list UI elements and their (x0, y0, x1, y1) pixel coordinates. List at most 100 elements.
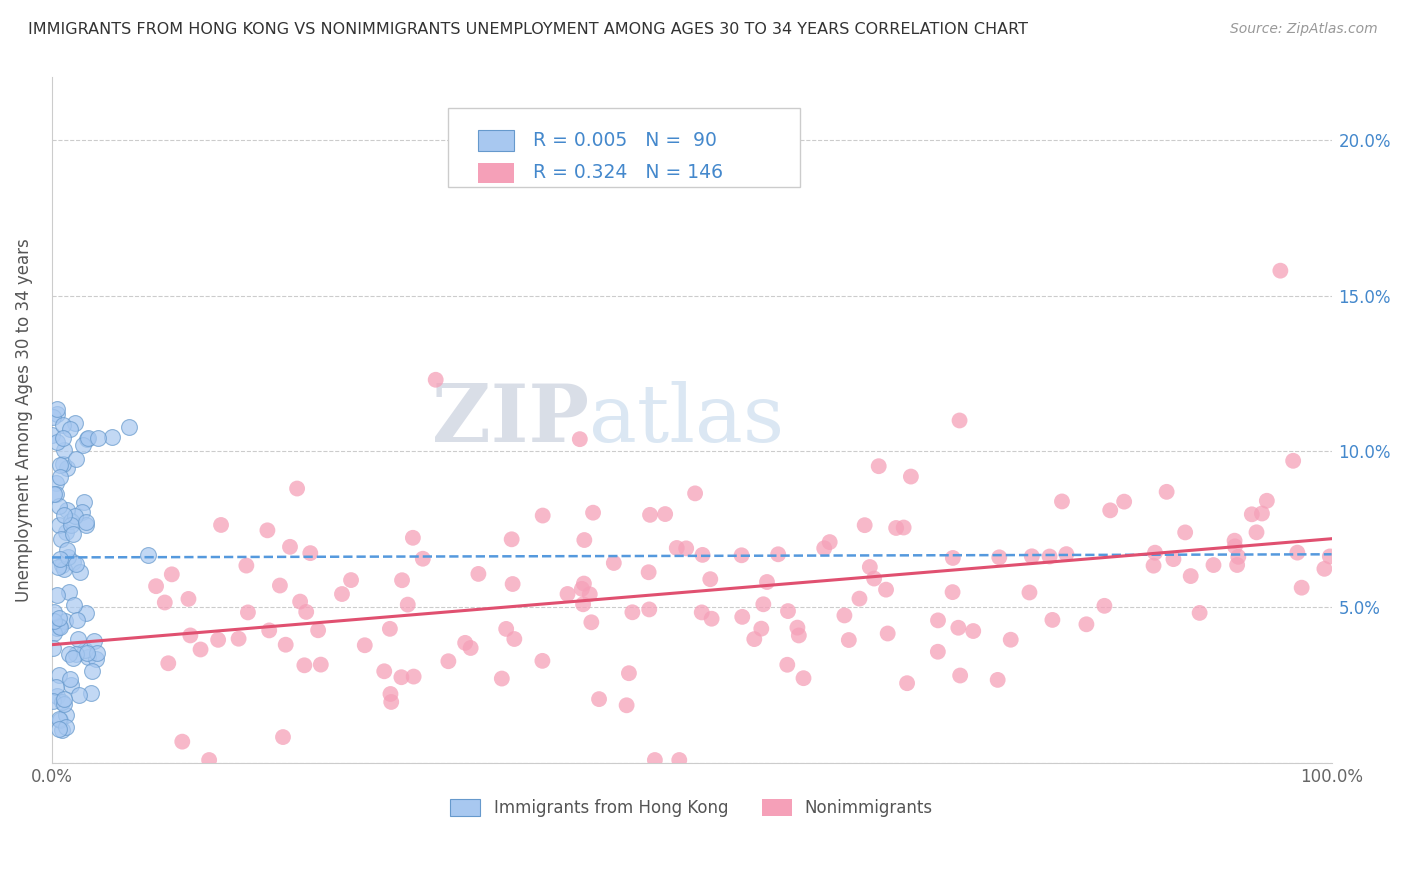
Point (66, 613, 89, 627)
Point (179, 628, 201, 642)
Point (884, 521, 907, 535)
Point (51, 558, 73, 572)
Point (52, 691, 75, 706)
Point (207, 632, 229, 647)
Point (77, 650, 100, 665)
Point (82, 664, 104, 678)
Point (603, 556, 626, 570)
Point (145, 579, 167, 593)
Point (776, 657, 799, 672)
Point (42, 487, 65, 501)
Point (44, 626, 66, 640)
Point (792, 671, 814, 685)
Point (45, 402, 67, 417)
Text: atlas: atlas (589, 381, 785, 459)
Point (160, 567, 183, 582)
Text: R = 0.005   N =  90: R = 0.005 N = 90 (533, 131, 717, 150)
Point (55, 708, 77, 723)
Y-axis label: Unemployment Among Ages 30 to 34 years: Unemployment Among Ages 30 to 34 years (15, 238, 32, 602)
Point (1282, 454, 1305, 468)
Point (987, 673, 1010, 687)
Point (1092, 599, 1115, 613)
Point (86, 646, 108, 660)
Point (76, 431, 98, 445)
Point (380, 687, 402, 701)
Point (41, 427, 63, 442)
Point (48, 518, 70, 533)
Point (495, 622, 517, 636)
Point (157, 657, 180, 671)
Text: IMMIGRANTS FROM HONG KONG VS NONIMMIGRANTS UNEMPLOYMENT AMONG AGES 30 TO 34 YEAR: IMMIGRANTS FROM HONG KONG VS NONIMMIGRAN… (28, 22, 1028, 37)
Point (269, 578, 291, 592)
Point (42, 614, 65, 628)
Point (51, 457, 73, 471)
Point (531, 508, 554, 523)
Point (45, 475, 67, 490)
Point (65, 647, 87, 661)
Point (48, 668, 70, 682)
Point (683, 486, 706, 500)
Point (1246, 525, 1268, 540)
Point (491, 672, 513, 686)
Point (48, 560, 70, 574)
Point (1319, 549, 1341, 564)
Point (48, 499, 70, 513)
Point (834, 608, 856, 623)
Point (58, 549, 80, 564)
Point (454, 636, 477, 650)
Point (271, 730, 294, 744)
Point (117, 419, 139, 434)
Point (1202, 558, 1225, 572)
Point (257, 624, 280, 638)
Point (62, 526, 84, 541)
Point (1076, 617, 1098, 632)
Point (75, 515, 97, 529)
Point (55, 460, 77, 475)
FancyBboxPatch shape (478, 130, 513, 151)
Point (962, 624, 984, 638)
Point (766, 547, 789, 561)
Point (893, 520, 915, 534)
Point (75, 517, 97, 532)
Point (285, 482, 308, 496)
Point (49, 469, 72, 483)
Point (848, 591, 870, 606)
Point (172, 734, 194, 748)
Point (49, 713, 72, 727)
Point (637, 566, 659, 580)
Point (838, 633, 860, 648)
Point (859, 560, 882, 574)
Point (76, 646, 98, 660)
Point (437, 654, 460, 668)
Point (412, 551, 434, 566)
Point (1223, 533, 1246, 548)
Point (44, 605, 66, 619)
Point (101, 430, 124, 444)
Point (786, 621, 808, 635)
Point (136, 549, 159, 563)
Point (665, 541, 688, 555)
Point (876, 626, 898, 640)
Point (402, 531, 425, 545)
Point (581, 615, 603, 630)
Point (67, 688, 90, 702)
Point (309, 657, 332, 672)
Point (668, 753, 690, 767)
Point (235, 558, 257, 573)
Point (83, 633, 105, 648)
Point (402, 669, 425, 683)
Point (1156, 484, 1178, 499)
Point (502, 577, 524, 591)
Legend: Immigrants from Hong Kong, Nonimmigrants: Immigrants from Hong Kong, Nonimmigrants (444, 792, 939, 823)
Point (73, 642, 96, 657)
Point (787, 628, 810, 642)
Point (941, 585, 963, 599)
FancyBboxPatch shape (478, 162, 513, 183)
Point (63, 417, 86, 431)
Point (209, 518, 232, 533)
Text: ZIP: ZIP (432, 381, 589, 459)
Point (1021, 549, 1043, 564)
Point (988, 550, 1011, 565)
Point (58, 647, 80, 661)
Point (307, 624, 329, 638)
